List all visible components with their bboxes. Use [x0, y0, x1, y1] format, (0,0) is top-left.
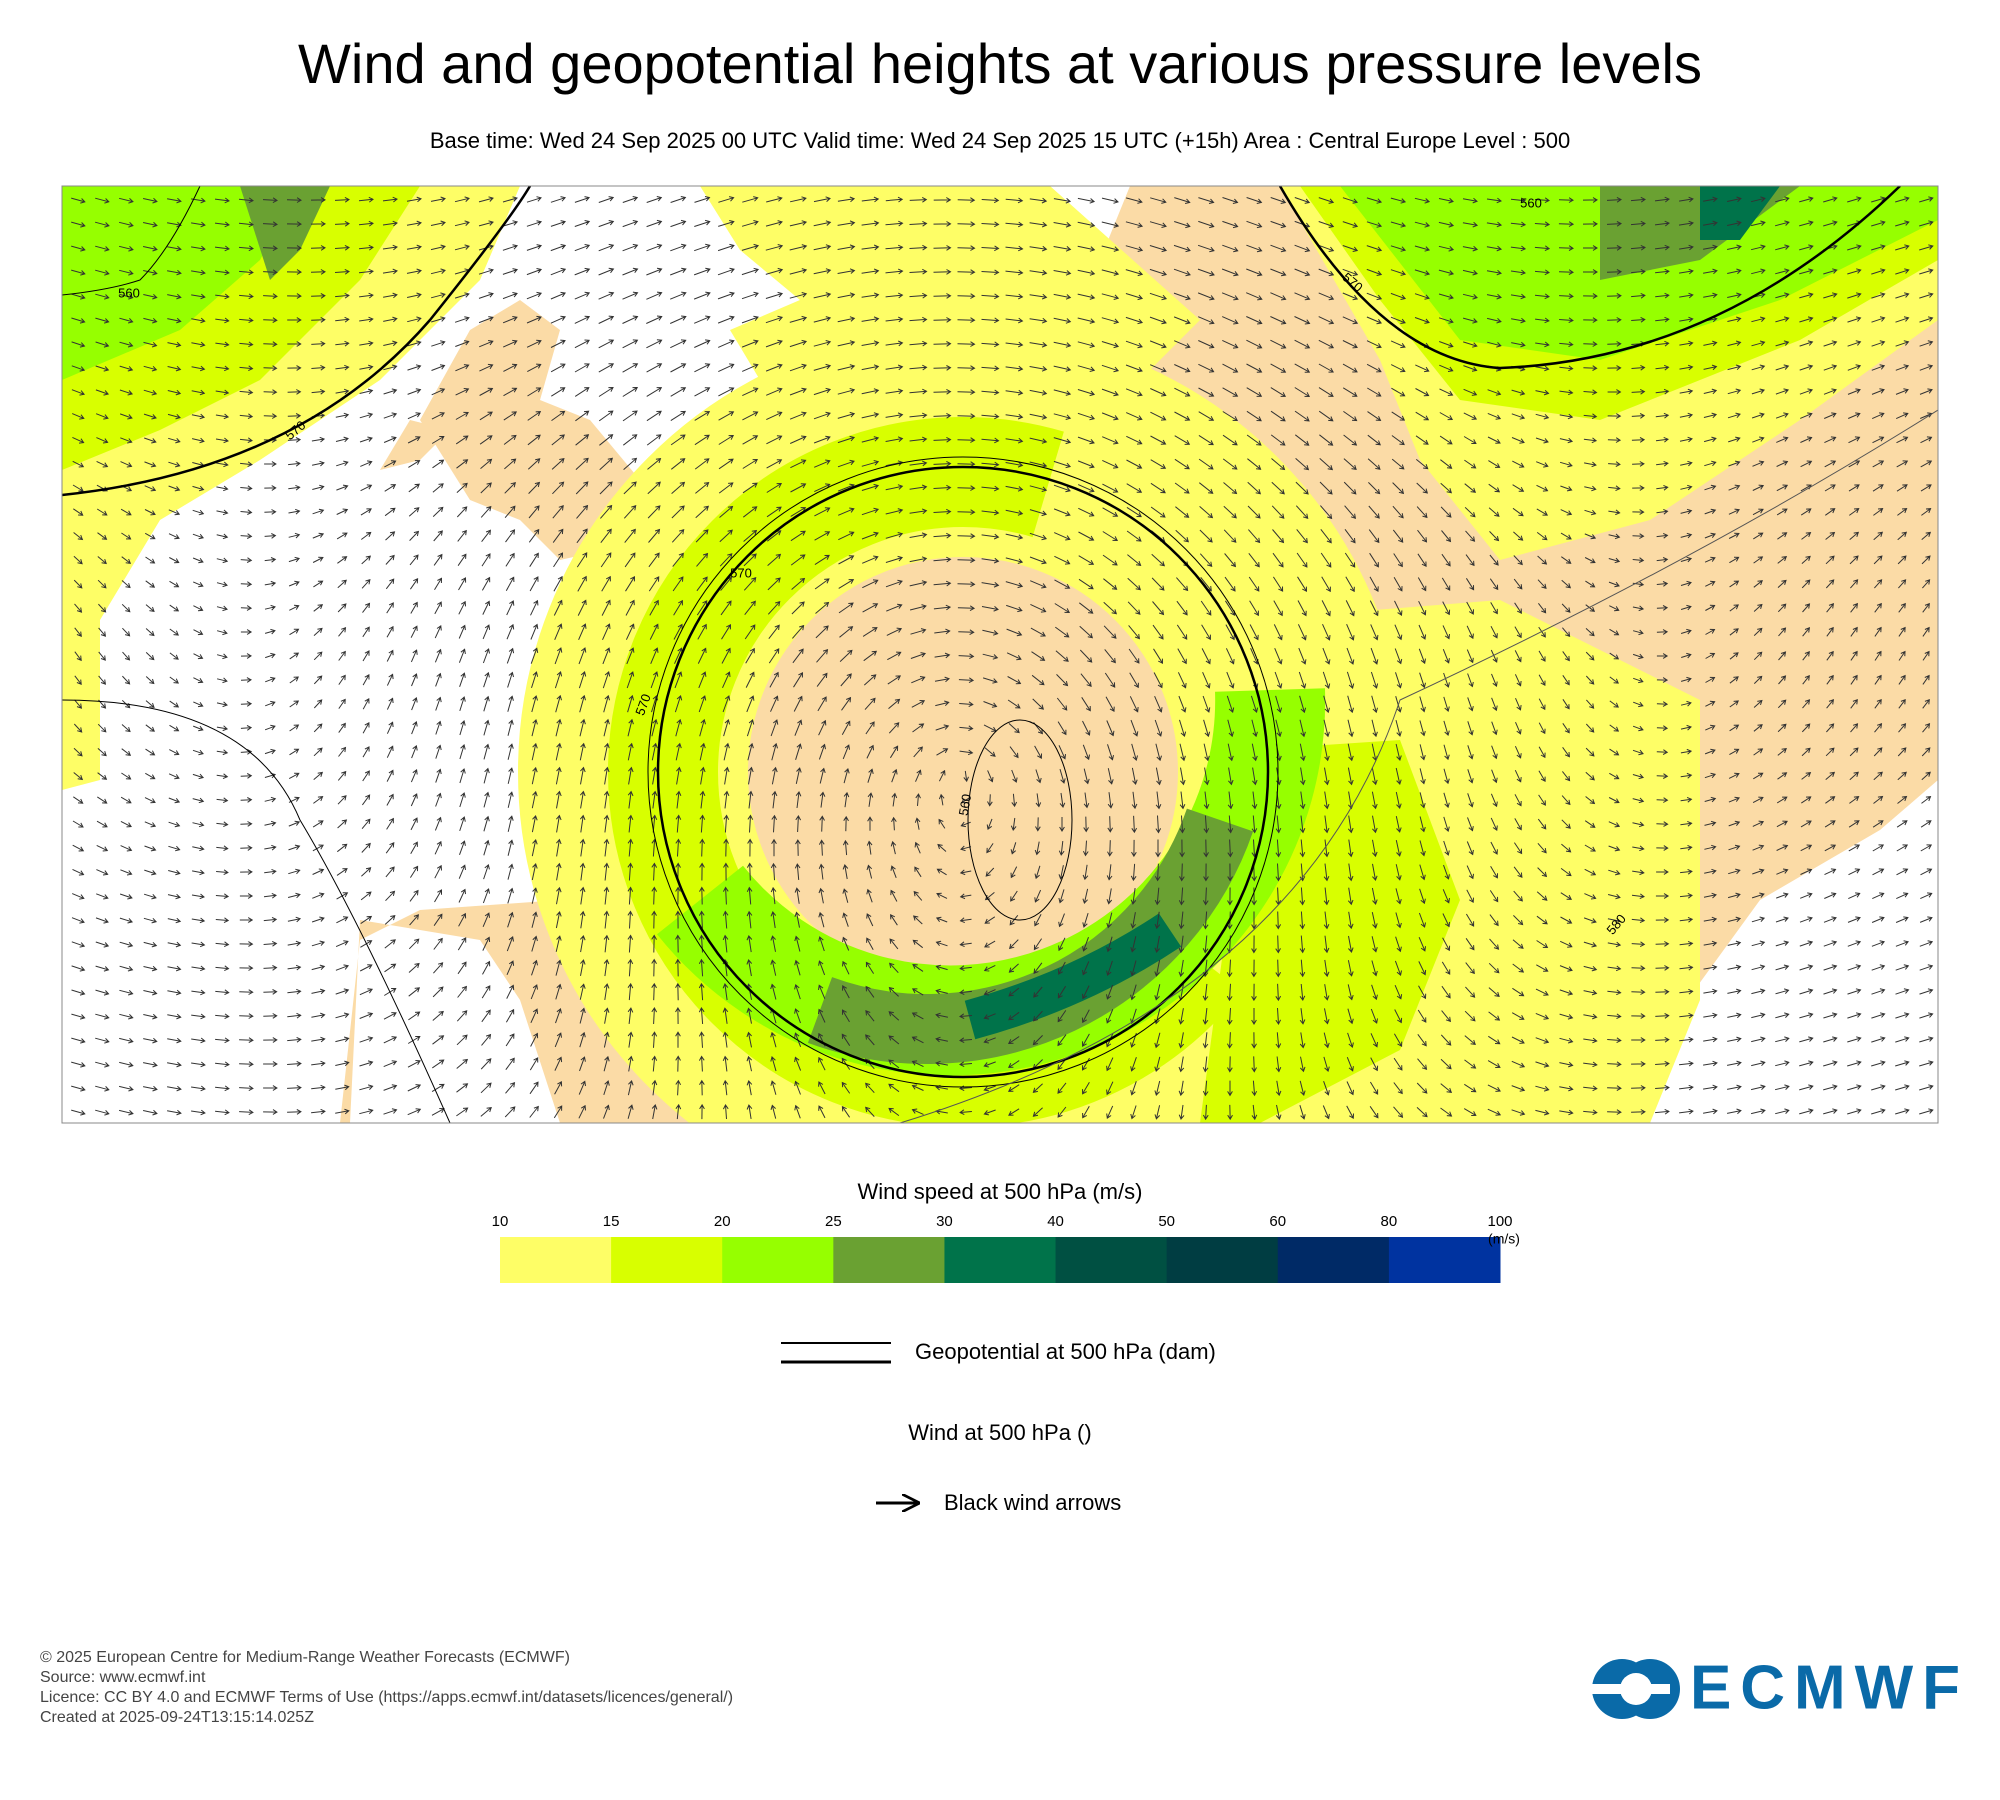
footer: © 2025 European Centre for Medium-Range … — [40, 1648, 733, 1728]
colorbar-swatch — [1277, 1237, 1390, 1283]
footer-line: © 2025 European Centre for Medium-Range … — [40, 1649, 570, 1666]
colorbar-tick-label: 40 — [1047, 1213, 1064, 1230]
colorbar-tick-label: 30 — [936, 1213, 953, 1230]
footer-line: Licence: CC BY 4.0 and ECMWF Terms of Us… — [40, 1689, 734, 1706]
contour-label: 560 — [1520, 195, 1542, 210]
contour-label: 570 — [632, 692, 654, 718]
colorbar-swatch — [944, 1237, 1057, 1283]
wind-arrows — [71, 196, 1934, 1121]
colorbar-tick-label: 100 — [1487, 1213, 1512, 1230]
colorbar-swatch — [1166, 1237, 1279, 1283]
logo-text: ECMWF — [1690, 1653, 1960, 1722]
colorbar-tick-label: 10 — [492, 1213, 509, 1230]
contour-label: 560 — [118, 285, 140, 300]
subtitle: Base time: Wed 24 Sep 2025 00 UTC Valid … — [430, 128, 1570, 153]
wind-legend-title: Wind at 500 hPa () — [908, 1420, 1091, 1445]
contour-legend-label: Geopotential at 500 hPa (dam) — [915, 1339, 1216, 1364]
colorbar-unit: (m/s) — [1488, 1231, 1520, 1247]
colorbar-tick-label: 20 — [714, 1213, 731, 1230]
wind-legend-label: Black wind arrows — [944, 1490, 1121, 1515]
colorbar-swatch — [611, 1237, 723, 1283]
contour-label: 560 — [956, 793, 975, 817]
colorbar-swatch — [1388, 1237, 1501, 1283]
colorbar-tick-label: 80 — [1381, 1213, 1398, 1230]
colorbar-swatch — [833, 1237, 945, 1283]
title: Wind and geopotential heights at various… — [298, 32, 1702, 95]
footer-line: Source: www.ecmwf.int — [40, 1669, 206, 1686]
colorbar: 10 15 20 25 30 40 50 60 80 100(m/s) — [492, 1213, 1520, 1283]
colorbar-swatch — [722, 1237, 834, 1283]
logo: ECMWF — [1590, 1653, 1960, 1722]
geopotential-contours — [62, 186, 1938, 1123]
colorbar-tick-label: 15 — [603, 1213, 620, 1230]
footer-line: Created at 2025-09-24T13:15:14.025Z — [40, 1709, 314, 1726]
colorbar-tick-label: 60 — [1269, 1213, 1286, 1230]
map-frame — [61, 185, 1939, 1124]
colorbar-title: Wind speed at 500 hPa (m/s) — [858, 1179, 1143, 1204]
colorbar-tick-label: 25 — [825, 1213, 842, 1230]
colorbar-swatch — [1055, 1237, 1168, 1283]
colorbar-swatch — [500, 1237, 612, 1283]
contour-label: 570 — [730, 565, 752, 580]
colorbar-tick-label: 50 — [1158, 1213, 1175, 1230]
